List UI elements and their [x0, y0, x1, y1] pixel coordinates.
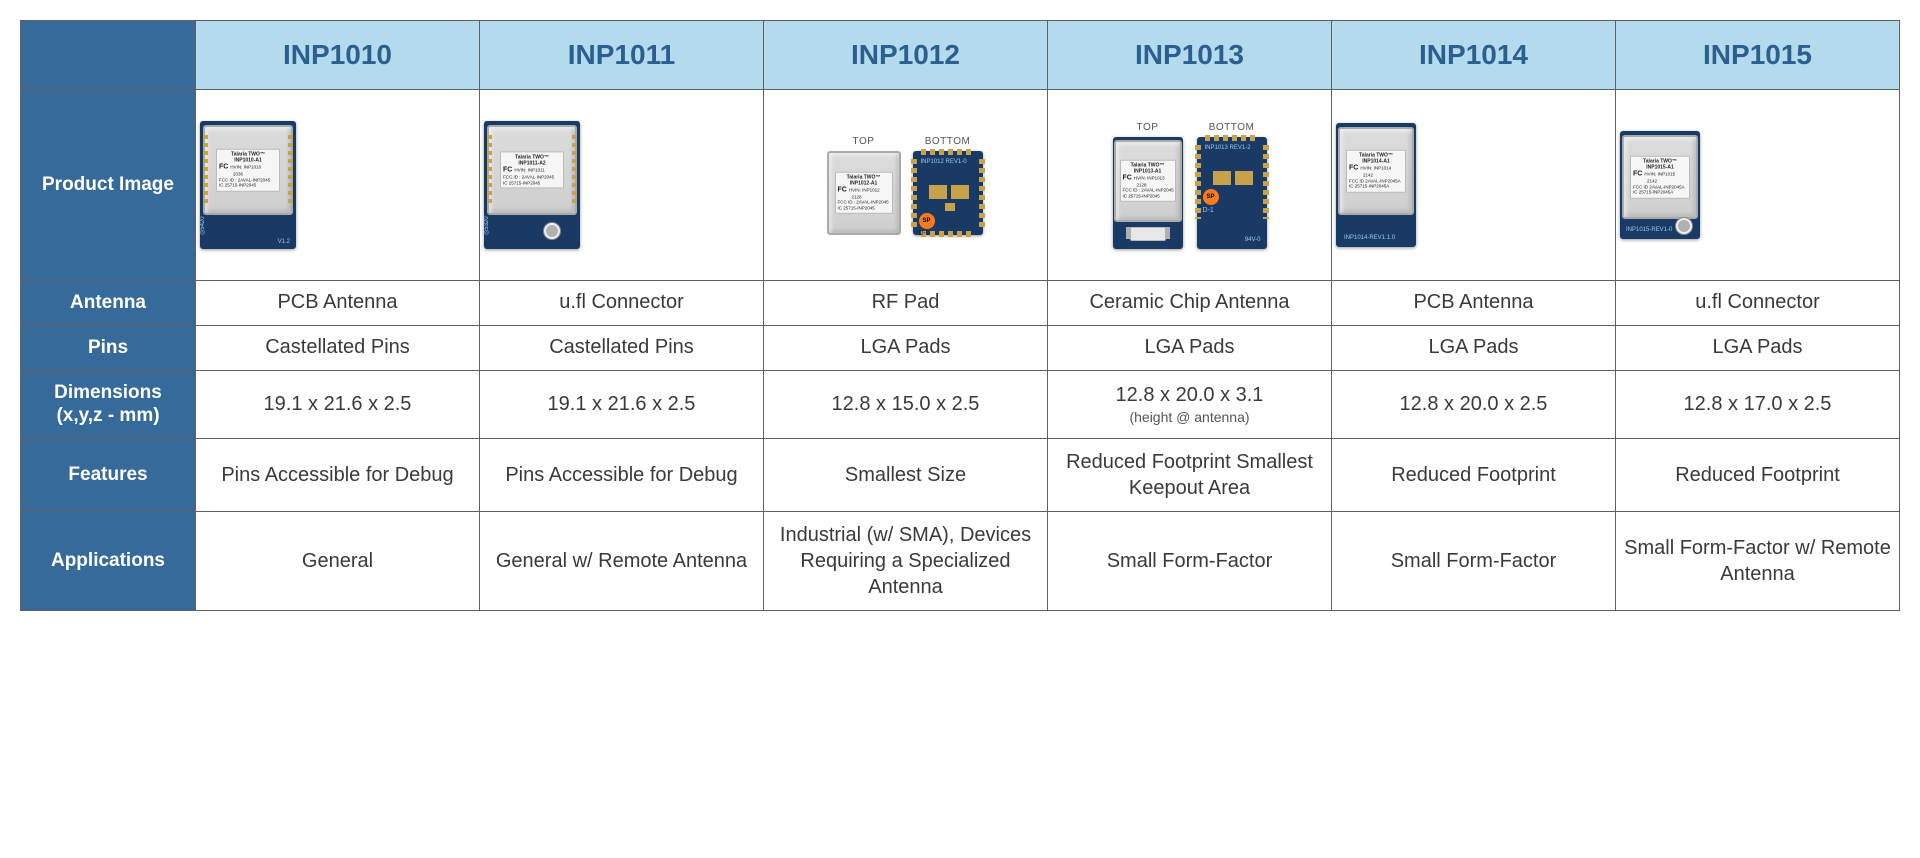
- rowlabel-antenna: Antenna: [21, 281, 196, 326]
- row-pins: Pins Castellated Pins Castellated Pins L…: [21, 325, 1900, 370]
- cell: LGA Pads: [1332, 325, 1616, 370]
- row-applications: Applications General General w/ Remote A…: [21, 512, 1900, 611]
- rowlabel-image: Product Image: [21, 90, 196, 281]
- cell-image-inp1010: Talaria TWO™ INP1010-A1 FCHVIN: INP1010 …: [196, 90, 480, 281]
- cell: 19.1 x 21.6 x 2.5: [480, 370, 764, 439]
- sp-sticker-icon: SP: [919, 213, 935, 229]
- cell: Pins Accessible for Debug: [196, 439, 480, 512]
- ufl-icon: [544, 223, 560, 239]
- module-icon: Talaria TWO™ INP1015-A1 FCHVIN: INP1015 …: [1620, 131, 1700, 239]
- row-product-image: Product Image Talaria TWO™ INP1010-A1 FC…: [21, 90, 1900, 281]
- cell-image-inp1013: TOP Talaria TWO™ INP1013-A1 FCHVIN: INP1…: [1048, 90, 1332, 281]
- cell: PCB Antenna: [1332, 281, 1616, 326]
- cell: Smallest Size: [764, 439, 1048, 512]
- row-features: Features Pins Accessible for Debug Pins …: [21, 439, 1900, 512]
- cell-image-inp1015: Talaria TWO™ INP1015-A1 FCHVIN: INP1015 …: [1616, 90, 1900, 281]
- rowlabel-features: Features: [21, 439, 196, 512]
- cell: 12.8 x 20.0 x 2.5: [1332, 370, 1616, 439]
- cell: Small Form-Factor: [1332, 512, 1616, 611]
- cell: 12.8 x 17.0 x 2.5: [1616, 370, 1900, 439]
- rowlabel-pins: Pins: [21, 325, 196, 370]
- cell: Reduced Footprint Smallest Keepout Area: [1048, 439, 1332, 512]
- module-icon: Talaria TWO™ INP1014-A1 FCHVIN: INP1014 …: [1336, 123, 1416, 247]
- cell: Reduced Footprint: [1332, 439, 1616, 512]
- cell: Ceramic Chip Antenna: [1048, 281, 1332, 326]
- cell: General w/ Remote Antenna: [480, 512, 764, 611]
- chip-antenna-icon: [1130, 227, 1166, 241]
- col-head: INP1012: [764, 21, 1048, 90]
- col-head: INP1013: [1048, 21, 1332, 90]
- cell: General: [196, 512, 480, 611]
- cell: LGA Pads: [1616, 325, 1900, 370]
- cell: 12.8 x 20.0 x 3.1 (height @ antenna): [1048, 370, 1332, 439]
- cell: Castellated Pins: [196, 325, 480, 370]
- module-icon: Talaria TWO™ INP1011-A2 FCHVIN: INP1011 …: [484, 121, 580, 249]
- cell: RF Pad: [764, 281, 1048, 326]
- cell: 12.8 x 15.0 x 2.5: [764, 370, 1048, 439]
- header-row: INP1010 INP1011 INP1012 INP1013 INP1014 …: [21, 21, 1900, 90]
- module-icon: Talaria TWO™ INP1013-A1 FCHVIN: INP1013 …: [1113, 137, 1183, 249]
- cell: Small Form-Factor w/ Remote Antenna: [1616, 512, 1900, 611]
- cell: u.fl Connector: [1616, 281, 1900, 326]
- module-icon: Talaria TWO™ INP1012-A1 FCHVIN: INP1012 …: [829, 151, 899, 235]
- cell: Industrial (w/ SMA), Devices Requiring a…: [764, 512, 1048, 611]
- cell-image-inp1014: Talaria TWO™ INP1014-A1 FCHVIN: INP1014 …: [1332, 90, 1616, 281]
- module-bottom-icon: INP1013 REV1-2 SP D-1 94V-0: [1197, 137, 1267, 249]
- sp-sticker-icon: SP: [1203, 189, 1219, 205]
- cell: Castellated Pins: [480, 325, 764, 370]
- ufl-icon: [1676, 218, 1692, 234]
- rowlabel-dimensions: Dimensions(x,y,z - mm): [21, 370, 196, 439]
- col-head: INP1015: [1616, 21, 1900, 90]
- product-comparison-table: INP1010 INP1011 INP1012 INP1013 INP1014 …: [20, 20, 1900, 611]
- cell: Small Form-Factor: [1048, 512, 1332, 611]
- cell: 19.1 x 21.6 x 2.5: [196, 370, 480, 439]
- col-head: INP1010: [196, 21, 480, 90]
- cell: LGA Pads: [764, 325, 1048, 370]
- row-antenna: Antenna PCB Antenna u.fl Connector RF Pa…: [21, 281, 1900, 326]
- rowlabel-applications: Applications: [21, 512, 196, 611]
- cell-image-inp1011: Talaria TWO™ INP1011-A2 FCHVIN: INP1011 …: [480, 90, 764, 281]
- cell: Pins Accessible for Debug: [480, 439, 764, 512]
- row-dimensions: Dimensions(x,y,z - mm) 19.1 x 21.6 x 2.5…: [21, 370, 1900, 439]
- cell: PCB Antenna: [196, 281, 480, 326]
- col-head: INP1014: [1332, 21, 1616, 90]
- cell: Reduced Footprint: [1616, 439, 1900, 512]
- cell-image-inp1012: TOP Talaria TWO™ INP1012-A1 FCHVIN: INP1…: [764, 90, 1048, 281]
- corner-cell: [21, 21, 196, 90]
- col-head: INP1011: [480, 21, 764, 90]
- cell: LGA Pads: [1048, 325, 1332, 370]
- module-bottom-icon: INP1012 REV1-0 SP D-1: [913, 151, 983, 235]
- module-icon: Talaria TWO™ INP1010-A1 FCHVIN: INP1010 …: [200, 121, 296, 249]
- cell: u.fl Connector: [480, 281, 764, 326]
